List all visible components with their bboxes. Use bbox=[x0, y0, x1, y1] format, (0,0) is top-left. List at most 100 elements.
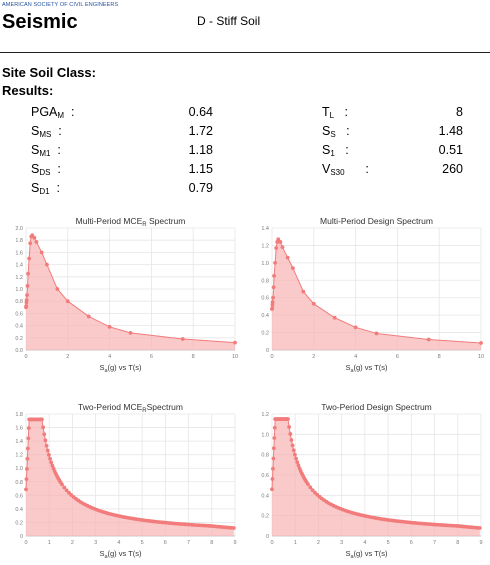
data-point bbox=[290, 443, 295, 448]
x-tick-label: 8 bbox=[438, 354, 441, 360]
data-point bbox=[24, 487, 28, 492]
x-tick-label: 6 bbox=[410, 540, 413, 546]
data-point bbox=[25, 284, 30, 288]
x-tick-label: 7 bbox=[433, 540, 436, 546]
result-subscript: DS bbox=[39, 168, 51, 177]
x-axis-label-end: (g) vs T(s) bbox=[108, 363, 143, 372]
y-tick-label: 2.0 bbox=[15, 226, 23, 232]
series-area bbox=[26, 235, 235, 350]
org-name: AMERICAN SOCIETY OF CIVIL ENGINEERS bbox=[2, 2, 119, 8]
data-point bbox=[271, 466, 275, 471]
x-axis-label-end: (g) vs T(s) bbox=[354, 363, 389, 372]
data-point bbox=[180, 337, 185, 341]
y-tick-label: 1.4 bbox=[15, 439, 23, 445]
y-tick-label: 0.4 bbox=[15, 324, 23, 330]
chart-svg: Multi-Period MCER Spectrum 0.0 0.2 0.4 0.6 0.… bbox=[15, 216, 238, 374]
y-tick-label: 0.2 bbox=[261, 331, 269, 337]
x-tick-label: 4 bbox=[363, 540, 366, 546]
data-point bbox=[332, 315, 337, 320]
data-point bbox=[60, 482, 64, 487]
x-axis-label: Sa(g) vs T(s) bbox=[99, 549, 142, 560]
x-tick-label: 2 bbox=[312, 354, 315, 360]
header-divider bbox=[0, 52, 490, 53]
data-point bbox=[289, 438, 294, 442]
y-tick-label: 1.2 bbox=[15, 453, 23, 459]
data-point bbox=[271, 285, 276, 290]
chart-multi-period-design: Multi-Period Design Spectrum 0 0.2 0.4 0.6 0.… bbox=[248, 214, 486, 374]
x-axis-label-subscript: a bbox=[350, 368, 354, 374]
data-point bbox=[32, 235, 37, 240]
y-tick-label: 1.2 bbox=[15, 275, 23, 281]
result-subscript: MS bbox=[39, 130, 52, 139]
chart-title-main: Two-Period Design Spectrum bbox=[321, 402, 432, 412]
colon: : bbox=[49, 181, 60, 195]
data-point bbox=[272, 274, 276, 278]
result-subscript: 1 bbox=[330, 149, 335, 158]
data-point bbox=[270, 306, 275, 311]
result-subscript: L bbox=[329, 111, 335, 120]
data-point bbox=[310, 488, 315, 492]
data-point bbox=[26, 271, 30, 276]
y-tick-label: 0.2 bbox=[15, 520, 23, 526]
x-tick-label: 2 bbox=[317, 540, 320, 546]
y-tick-label: 1.6 bbox=[15, 250, 23, 256]
result-value-sd1: 0.79 bbox=[188, 181, 213, 195]
x-tick-label: 8 bbox=[210, 540, 213, 546]
result-subscript: M bbox=[57, 111, 65, 120]
x-tick-label: 10 bbox=[478, 354, 484, 360]
y-tick-label: 0.4 bbox=[15, 507, 23, 513]
x-tick-label: 3 bbox=[340, 540, 343, 546]
y-tick-label: 1.4 bbox=[15, 263, 23, 269]
result-name: S bbox=[31, 181, 40, 195]
data-point bbox=[274, 246, 279, 250]
result-subscript: M1 bbox=[39, 149, 51, 158]
colon: : bbox=[51, 124, 62, 138]
chart-title: Two-Period Design Spectrum bbox=[321, 402, 432, 412]
colon: : bbox=[334, 143, 349, 157]
result-value-tl: 8 bbox=[456, 105, 463, 119]
data-point bbox=[39, 250, 44, 255]
data-point bbox=[26, 426, 31, 430]
data-point bbox=[47, 452, 51, 457]
colon: : bbox=[334, 105, 349, 119]
y-tick-label: 0.8 bbox=[261, 453, 269, 459]
data-point bbox=[287, 425, 292, 429]
data-point bbox=[311, 301, 316, 306]
result-value-sms: 1.72 bbox=[188, 124, 213, 138]
data-point bbox=[64, 488, 69, 493]
chart-title-main: Multi-Period Design Spectrum bbox=[320, 216, 433, 226]
chart-title-end: Spectrum bbox=[147, 216, 186, 226]
data-point bbox=[306, 482, 310, 487]
data-point bbox=[280, 245, 285, 250]
data-point bbox=[271, 446, 276, 451]
y-tick-label: 0.8 bbox=[261, 278, 269, 284]
data-point bbox=[27, 256, 32, 261]
colon: : bbox=[64, 105, 75, 119]
x-tick-label: 0 bbox=[270, 540, 273, 546]
data-point bbox=[40, 417, 44, 422]
data-point bbox=[55, 287, 60, 291]
data-point bbox=[276, 237, 281, 242]
data-point bbox=[301, 289, 306, 294]
result-name: S bbox=[31, 124, 40, 138]
data-point bbox=[285, 255, 290, 260]
page-title: Seismic bbox=[2, 11, 78, 33]
data-point bbox=[296, 463, 301, 468]
result-name: V bbox=[322, 162, 331, 176]
y-tick-label: 1.2 bbox=[261, 412, 269, 418]
y-tick-label: 0 bbox=[20, 534, 23, 540]
x-tick-label: 9 bbox=[479, 540, 482, 546]
y-tick-label: 0.2 bbox=[15, 336, 23, 342]
x-axis-label-end: (g) vs T(s) bbox=[108, 549, 143, 558]
data-point bbox=[34, 240, 39, 244]
x-tick-label: 6 bbox=[396, 354, 399, 360]
chart-title-main: Two-Period MCE bbox=[78, 402, 143, 412]
series-area bbox=[272, 419, 480, 536]
x-tick-label: 1 bbox=[294, 540, 297, 546]
y-tick-label: 1.0 bbox=[261, 432, 269, 438]
data-point bbox=[271, 456, 276, 461]
x-tick-label: 4 bbox=[117, 540, 120, 546]
data-point bbox=[286, 417, 290, 421]
x-axis-label-main: S bbox=[99, 363, 104, 372]
data-point bbox=[272, 425, 277, 430]
